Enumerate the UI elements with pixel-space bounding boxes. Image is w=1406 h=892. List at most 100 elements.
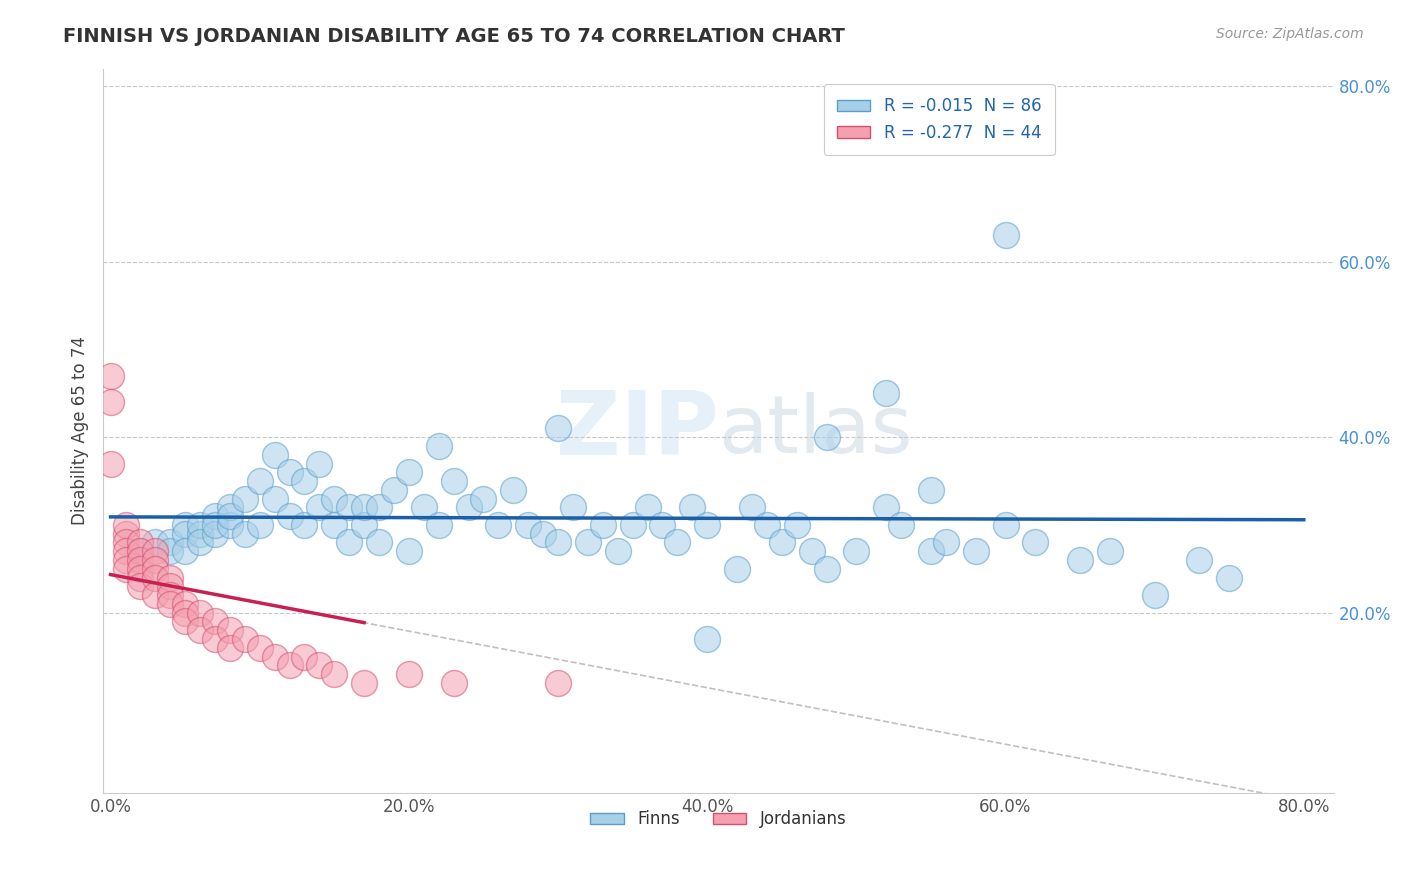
- Point: [1098, 544, 1121, 558]
- Point: [486, 518, 509, 533]
- Point: [696, 518, 718, 533]
- Point: [204, 509, 226, 524]
- Point: [606, 544, 628, 558]
- Point: [100, 395, 122, 409]
- Point: [725, 562, 748, 576]
- Point: [786, 518, 808, 533]
- Point: [278, 465, 301, 479]
- Point: [294, 649, 316, 664]
- Point: [382, 483, 405, 497]
- Text: atlas: atlas: [718, 392, 912, 469]
- Point: [815, 430, 838, 444]
- Point: [398, 667, 420, 681]
- Point: [114, 518, 136, 533]
- Point: [114, 535, 136, 549]
- Point: [547, 676, 569, 690]
- Point: [637, 500, 659, 515]
- Point: [1069, 553, 1091, 567]
- Point: [249, 518, 271, 533]
- Point: [443, 474, 465, 488]
- Point: [890, 518, 912, 533]
- Point: [174, 606, 197, 620]
- Point: [621, 518, 644, 533]
- Point: [666, 535, 689, 549]
- Point: [443, 676, 465, 690]
- Point: [308, 500, 330, 515]
- Point: [143, 535, 166, 549]
- Point: [502, 483, 524, 497]
- Point: [920, 483, 942, 497]
- Point: [353, 518, 375, 533]
- Point: [398, 544, 420, 558]
- Point: [233, 526, 256, 541]
- Point: [129, 553, 152, 567]
- Point: [114, 526, 136, 541]
- Point: [368, 500, 391, 515]
- Point: [800, 544, 823, 558]
- Point: [547, 535, 569, 549]
- Point: [159, 579, 181, 593]
- Point: [129, 562, 152, 576]
- Point: [353, 500, 375, 515]
- Point: [174, 518, 197, 533]
- Point: [875, 386, 897, 401]
- Point: [204, 632, 226, 646]
- Point: [219, 624, 242, 638]
- Point: [994, 518, 1017, 533]
- Point: [517, 518, 540, 533]
- Point: [337, 535, 360, 549]
- Point: [174, 615, 197, 629]
- Legend: Finns, Jordanians: Finns, Jordanians: [583, 804, 853, 835]
- Point: [323, 491, 346, 506]
- Point: [233, 491, 256, 506]
- Point: [188, 624, 211, 638]
- Point: [159, 535, 181, 549]
- Point: [188, 606, 211, 620]
- Point: [412, 500, 434, 515]
- Point: [129, 579, 152, 593]
- Text: ZIP: ZIP: [555, 387, 718, 474]
- Point: [143, 571, 166, 585]
- Point: [531, 526, 554, 541]
- Point: [427, 439, 450, 453]
- Point: [278, 658, 301, 673]
- Point: [323, 667, 346, 681]
- Point: [174, 544, 197, 558]
- Point: [188, 526, 211, 541]
- Point: [114, 544, 136, 558]
- Point: [920, 544, 942, 558]
- Point: [159, 544, 181, 558]
- Point: [129, 544, 152, 558]
- Point: [219, 509, 242, 524]
- Text: Source: ZipAtlas.com: Source: ZipAtlas.com: [1216, 27, 1364, 41]
- Point: [278, 509, 301, 524]
- Point: [233, 632, 256, 646]
- Point: [219, 518, 242, 533]
- Point: [129, 535, 152, 549]
- Point: [427, 518, 450, 533]
- Point: [294, 518, 316, 533]
- Point: [204, 526, 226, 541]
- Point: [755, 518, 778, 533]
- Point: [472, 491, 495, 506]
- Point: [308, 658, 330, 673]
- Point: [845, 544, 868, 558]
- Point: [219, 500, 242, 515]
- Point: [129, 571, 152, 585]
- Point: [323, 518, 346, 533]
- Point: [204, 615, 226, 629]
- Point: [129, 544, 152, 558]
- Point: [308, 457, 330, 471]
- Point: [174, 597, 197, 611]
- Point: [100, 368, 122, 383]
- Point: [337, 500, 360, 515]
- Point: [188, 518, 211, 533]
- Point: [204, 518, 226, 533]
- Point: [770, 535, 793, 549]
- Point: [651, 518, 673, 533]
- Point: [935, 535, 957, 549]
- Point: [143, 544, 166, 558]
- Point: [159, 571, 181, 585]
- Point: [994, 228, 1017, 243]
- Point: [681, 500, 703, 515]
